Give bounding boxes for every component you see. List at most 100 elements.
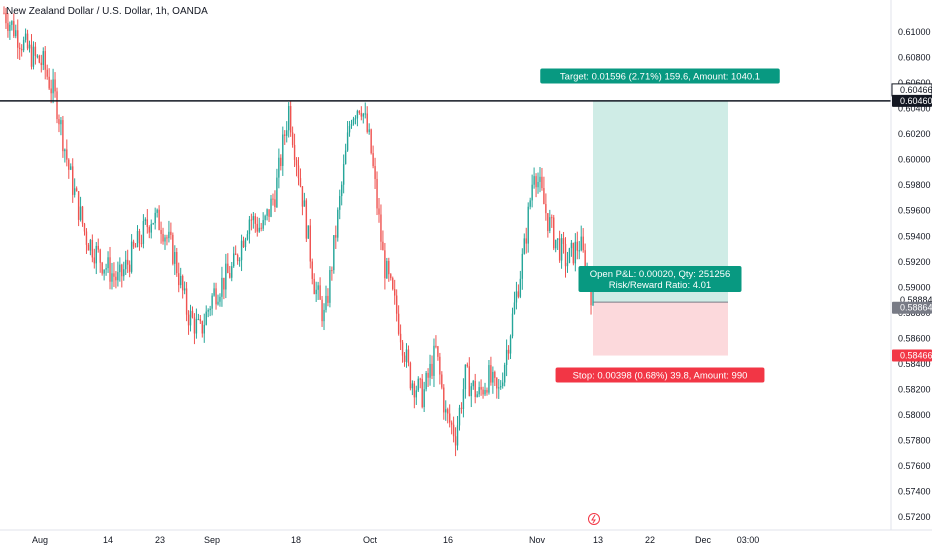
candle-body [364,113,366,115]
candle-body [42,51,44,66]
candle-body [340,184,343,197]
candle-body [176,252,178,274]
candle-body [527,206,529,244]
candle-body [560,238,563,261]
candle-body [500,386,502,388]
candle-body [484,389,486,395]
candle-body [307,225,310,239]
candle-body [466,364,469,367]
candle-body [403,355,406,362]
candle-body [201,321,203,334]
candle-body [423,389,425,408]
candle-body [215,288,217,305]
candle-body [344,150,347,165]
candle-body [22,39,25,51]
price-tick-label: 0.57400 [898,487,931,497]
candle-body [452,424,455,437]
candle-body [72,166,74,195]
candle-body [26,33,29,49]
candle-body [384,250,386,279]
candle-body [44,51,46,70]
time-tick-label: Dec [695,535,712,545]
candle-body [248,219,251,235]
candle-body [138,231,141,244]
candle-body [287,106,290,131]
candle-body [462,389,465,409]
candle-body [553,217,555,249]
candle-body [447,409,449,414]
candle-body [490,365,492,383]
candle-body [278,157,280,178]
candle-body [468,366,471,397]
candle-body [280,157,282,166]
candle-body [570,242,573,249]
candle-body [580,236,582,251]
price-tick-label: 0.58400 [898,359,931,369]
price-tick-label: 0.58000 [898,410,931,420]
candle-body [362,113,364,117]
candle-body [20,48,23,51]
candle-body [301,186,304,207]
candle-body [378,208,380,215]
candle-body [195,319,198,334]
candle-body [266,209,268,216]
candle-body [81,206,84,224]
candle-body [162,233,164,242]
time-tick-label: Aug [32,535,48,545]
candle-body [256,223,258,232]
candle-body [68,159,70,170]
price-tick-label: 0.57800 [898,436,931,446]
candle-body [103,269,105,274]
candle-body [207,310,209,312]
candle-body [189,310,192,326]
candle-body [268,209,270,217]
candle-body [46,69,48,77]
candle-body [543,188,545,205]
candle-body [437,346,439,357]
candle-body [397,313,400,334]
candle-body [231,266,233,278]
price-tick-label: 0.60600 [898,78,931,88]
current-price-badge: 0.58864 [900,303,932,313]
candle-body [181,276,184,291]
lightning-glyph [591,514,596,524]
event-lightning-icon[interactable] [588,513,600,525]
price-tick-label: 0.59800 [898,180,931,190]
candle-body [566,262,569,267]
candle-body [15,30,17,37]
candle-body [551,217,553,219]
candle-body [274,199,276,208]
current-price-badge-bg [892,301,932,314]
candle-body [541,176,543,189]
candle-body [448,413,451,423]
candle-body [17,30,19,48]
candle-body [19,47,21,49]
candle-body [584,250,586,276]
candle-body [13,21,15,37]
candle-body [146,219,149,228]
stop-axis-badge: 0.58466 [900,351,932,361]
time-tick-label: 22 [645,535,655,545]
candle-body [321,299,323,322]
time-axis[interactable]: Aug 14 23 Sep 18 Oct 16 Nov 13 22 Dec 03:00 [0,513,932,546]
candle-body [219,296,221,302]
level-axis-badge: 0.60460 [900,96,932,106]
candle-body [77,191,80,220]
price-axis[interactable]: 0.61000 0.60800 0.60600 0.60400 0.60200 0.600… [890,0,932,530]
candle-body [392,278,394,290]
candles [3,6,594,457]
candle-body [435,345,437,347]
candle-body [498,387,500,389]
pl-label-bg [578,266,742,292]
candle-body [507,349,510,354]
candle-body [346,132,349,151]
candle-body [374,166,376,179]
candle-body [113,273,115,277]
candle-body [386,260,388,279]
candle-body [503,364,506,383]
time-tick-label: 16 [443,535,453,545]
candle-body [50,88,52,94]
candle-body [293,144,296,160]
